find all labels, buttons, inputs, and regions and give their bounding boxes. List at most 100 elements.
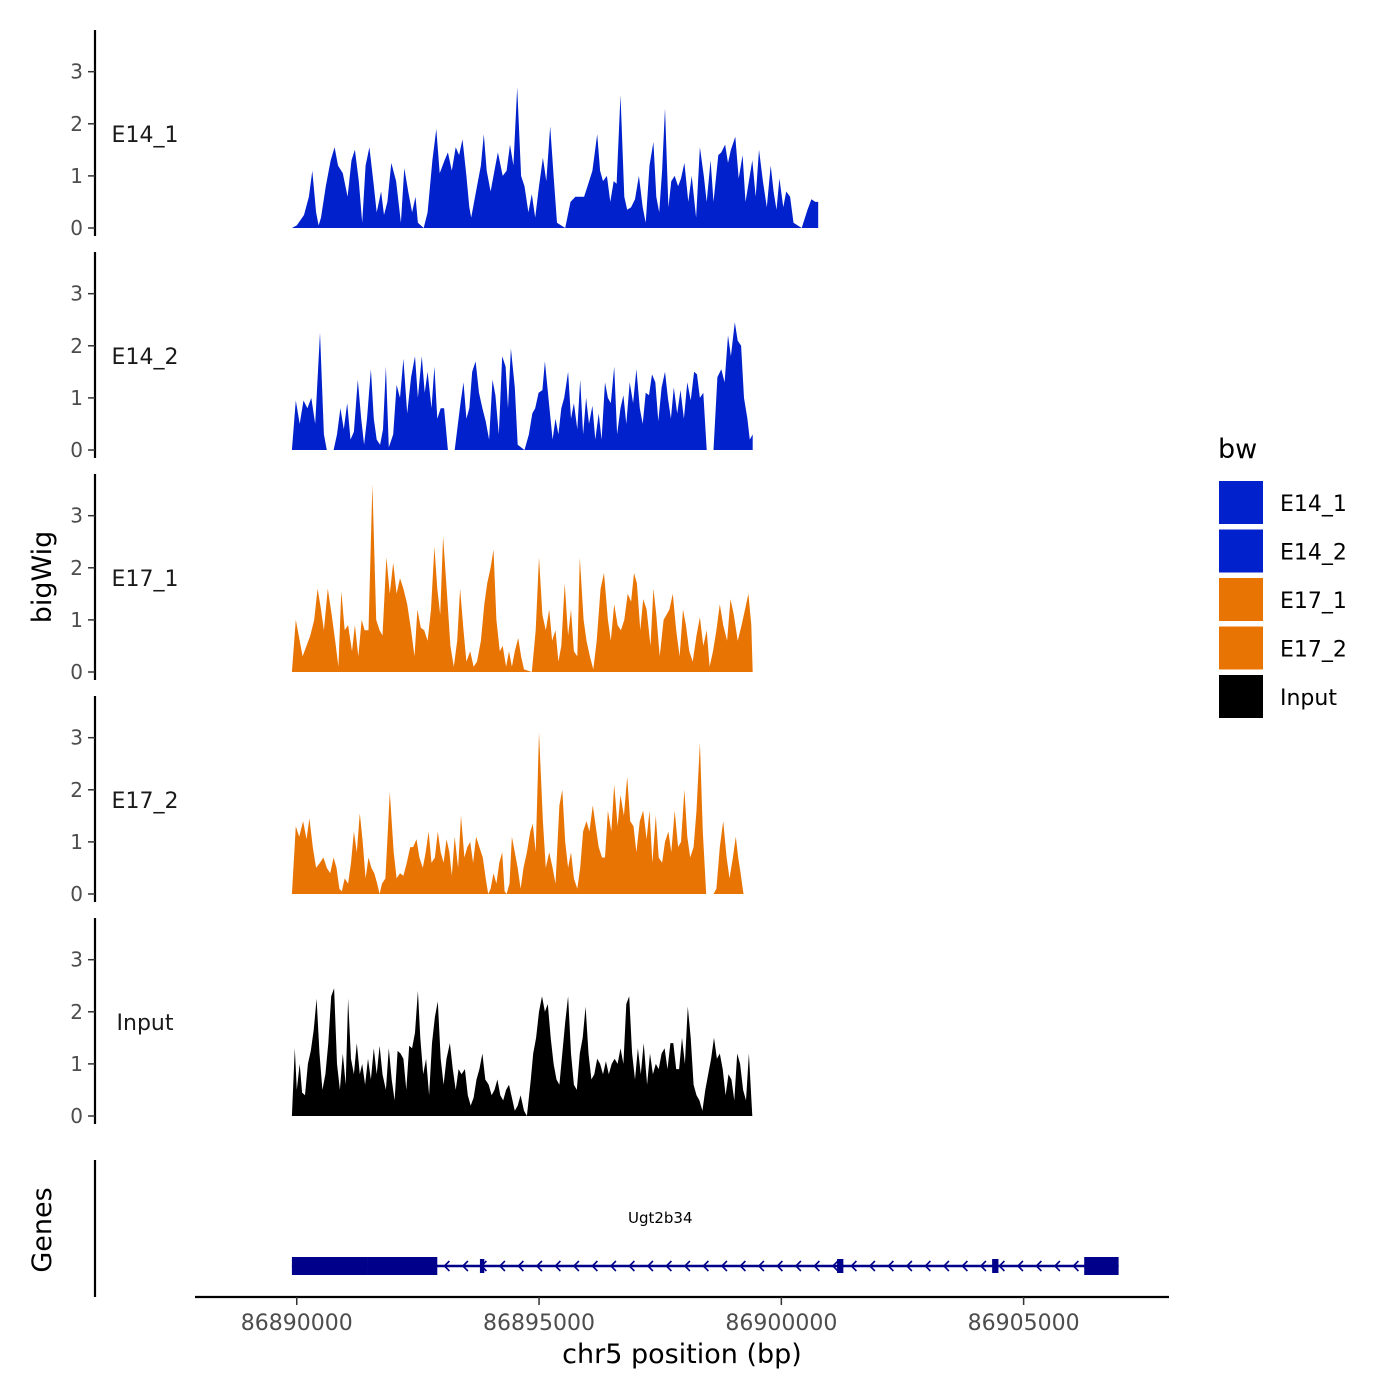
strand-arrow xyxy=(850,1260,857,1272)
x-axis: 86890000 86895000 86900000 86905000 xyxy=(195,1295,1169,1336)
y-tick-label: 3 xyxy=(70,948,83,972)
strand-arrow xyxy=(739,1260,746,1272)
strand-arrow xyxy=(1072,1260,1079,1272)
coverage-area-E14_2 xyxy=(291,322,753,450)
legend-title: bw xyxy=(1218,434,1257,465)
gene-exon xyxy=(291,1257,368,1275)
x-axis-title: chr5 position (bp) xyxy=(562,1339,802,1370)
gene-exon xyxy=(992,1259,999,1273)
y-tick-label: 2 xyxy=(70,778,83,802)
strand-arrow xyxy=(757,1260,765,1272)
strand-arrow xyxy=(572,1260,580,1272)
strand-arrow xyxy=(831,1260,839,1272)
y-tick-label: 3 xyxy=(70,282,83,306)
coverage-area-E17_2 xyxy=(291,732,744,894)
strand-arrow xyxy=(998,1260,1005,1272)
legend-swatch xyxy=(1219,481,1263,524)
legend-items: E14_1 E14_2 E17_1 E17_2 Input xyxy=(1219,481,1347,718)
track-label: E14_2 xyxy=(112,345,179,370)
strand-arrow xyxy=(1035,1260,1042,1272)
gene-exon xyxy=(479,1259,485,1273)
strand-arrow xyxy=(702,1260,709,1272)
legend-item-Input: Input xyxy=(1219,675,1337,718)
strand-arrow xyxy=(813,1260,820,1272)
strand-arrow xyxy=(979,1260,987,1272)
gene-model: Ugt2b34 xyxy=(291,1209,1119,1275)
strand-arrow xyxy=(1016,1260,1024,1272)
legend-item-E14_1: E14_1 xyxy=(1219,481,1347,524)
y-tick-label: 1 xyxy=(70,830,83,854)
coverage-area-E17_1 xyxy=(291,484,753,672)
track-label: E17_2 xyxy=(112,789,179,814)
strand-arrow xyxy=(794,1260,802,1272)
coverage-panels: 0 1 2 3 E14_1 0 1 2 3 E14_2 0 1 2 3 E17_1 0 1 2 3 E17_2 0 1 2 3… xyxy=(70,30,819,1128)
legend-label: E14_2 xyxy=(1280,541,1347,566)
gene-items: Ugt2b34 xyxy=(291,1209,1119,1275)
legend-item-E17_1: E17_1 xyxy=(1219,578,1347,621)
y-tick-label: 2 xyxy=(70,112,83,136)
y-tick-label: 3 xyxy=(70,504,83,528)
track-panel-E17_2: 0 1 2 3 E17_2 xyxy=(70,696,744,906)
y-tick-label: 2 xyxy=(70,556,83,580)
y-tick-label: 3 xyxy=(70,60,83,84)
x-tick-label: 86900000 xyxy=(725,1311,837,1336)
strand-arrow xyxy=(591,1260,598,1272)
x-ticks: 86890000 86895000 86900000 86905000 xyxy=(241,1297,1080,1336)
strand-arrow xyxy=(683,1260,691,1272)
strand-arrow xyxy=(924,1260,931,1272)
strand-arrow xyxy=(1053,1260,1061,1272)
gene-panel-title: Genes xyxy=(27,1187,58,1272)
y-tick-label: 0 xyxy=(70,216,83,240)
strand-arrow xyxy=(942,1260,950,1272)
y-tick-label: 2 xyxy=(70,334,83,358)
y-axis-title: bigWig xyxy=(27,531,58,624)
track-label: E14_1 xyxy=(112,123,179,148)
strand-arrow xyxy=(609,1260,617,1272)
y-tick-label: 1 xyxy=(70,608,83,632)
legend-label: E17_1 xyxy=(1280,589,1347,614)
track-label: E17_1 xyxy=(112,567,179,592)
gene-exon xyxy=(367,1257,438,1275)
legend-item-E14_2: E14_2 xyxy=(1219,529,1347,573)
gene-panel: Ugt2b34 xyxy=(93,1160,1119,1297)
legend-label: E14_1 xyxy=(1280,492,1347,517)
legend-swatch xyxy=(1219,529,1263,573)
legend-label: Input xyxy=(1280,686,1337,711)
strand-arrow xyxy=(720,1260,728,1272)
y-tick-label: 1 xyxy=(70,164,83,188)
strand-arrow xyxy=(517,1260,524,1272)
coverage-area-Input xyxy=(291,988,753,1116)
x-tick-label: 86895000 xyxy=(483,1311,595,1336)
legend-swatch xyxy=(1219,578,1263,621)
legend-swatch xyxy=(1219,675,1263,718)
legend-item-E17_2: E17_2 xyxy=(1219,626,1347,670)
y-tick-label: 0 xyxy=(70,438,83,462)
x-tick-label: 86890000 xyxy=(241,1311,353,1336)
track-panel-E17_1: 0 1 2 3 E17_1 xyxy=(70,474,753,684)
y-tick-label: 2 xyxy=(70,1000,83,1024)
x-tick-label: 86905000 xyxy=(968,1311,1080,1336)
strand-arrow xyxy=(905,1260,913,1272)
strand-arrow xyxy=(646,1260,654,1272)
y-tick-label: 1 xyxy=(70,1052,83,1076)
strand-arrow xyxy=(776,1260,783,1272)
track-panel-E14_1: 0 1 2 3 E14_1 xyxy=(70,30,819,240)
gene-exon xyxy=(1084,1257,1119,1275)
legend: bw E14_1 E14_2 E17_1 E17_2 Input xyxy=(1218,434,1347,718)
y-tick-label: 3 xyxy=(70,726,83,750)
strand-arrow xyxy=(961,1260,968,1272)
y-tick-label: 0 xyxy=(70,660,83,684)
strand-arrow xyxy=(461,1260,469,1272)
strand-arrow xyxy=(887,1260,894,1272)
y-tick-label: 1 xyxy=(70,386,83,410)
strand-arrow xyxy=(628,1260,635,1272)
y-tick-label: 0 xyxy=(70,882,83,906)
strand-arrow xyxy=(443,1260,450,1272)
track-panel-E14_2: 0 1 2 3 E14_2 xyxy=(70,252,753,462)
strand-arrow xyxy=(535,1260,543,1272)
strand-arrow xyxy=(868,1260,876,1272)
strand-arrow xyxy=(554,1260,561,1272)
strand-arrow xyxy=(498,1260,506,1272)
gene-exon xyxy=(837,1259,844,1273)
